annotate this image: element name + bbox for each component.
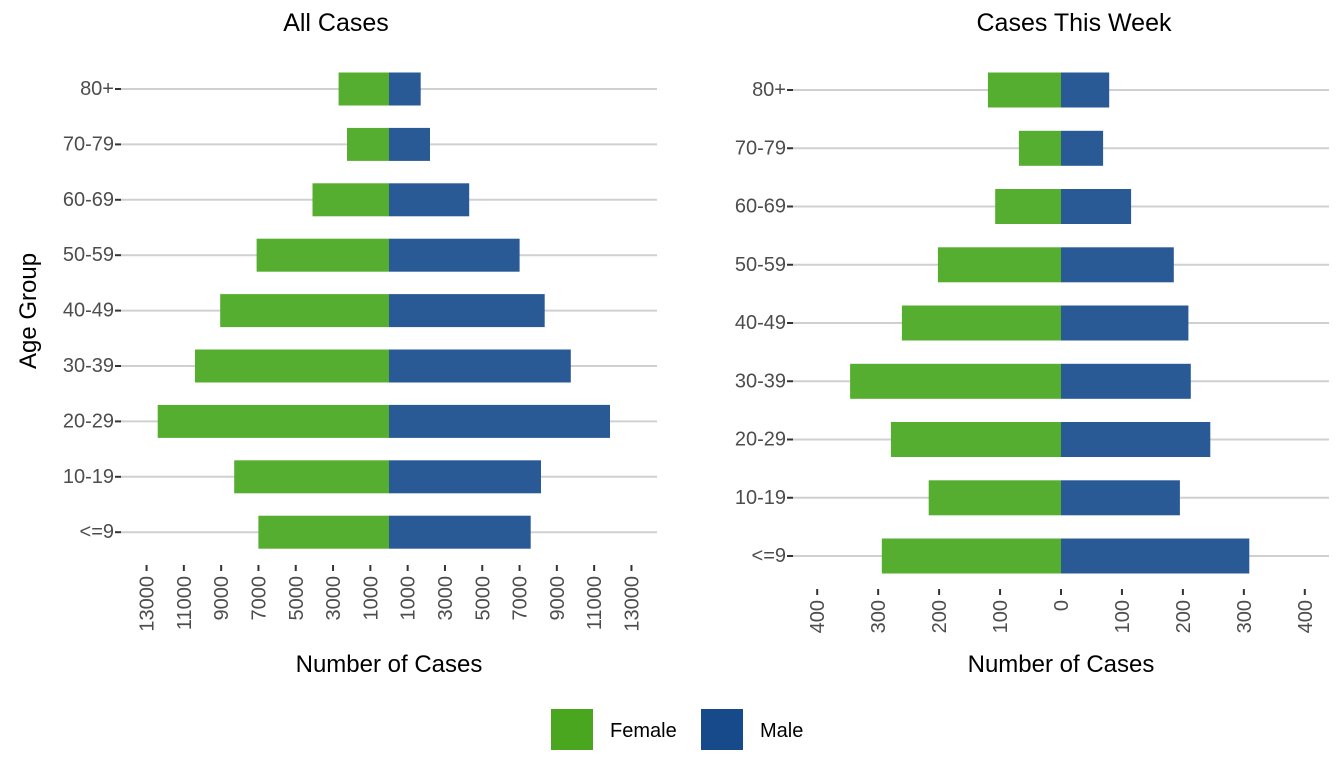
bar-male-1019 xyxy=(389,460,541,494)
x-axis: 400 300 200 100 0 100 200 300 400 xyxy=(807,589,1317,633)
y-tick-label: <=9 xyxy=(80,521,114,543)
x-axis: 13000 11000 9000 7000 5000 3000 1000 1000 3000 50… xyxy=(137,565,644,632)
bars xyxy=(157,72,610,549)
y-tick-label: 10-19 xyxy=(735,487,786,509)
bar-female-9 xyxy=(881,538,1061,574)
x-axis-title: Number of Cases xyxy=(968,651,1155,678)
x-tick-label: 9000 xyxy=(547,576,569,621)
bar-male-3039 xyxy=(1061,363,1191,399)
x-tick-label: 7000 xyxy=(248,576,270,621)
bar-male-5059 xyxy=(1061,247,1174,283)
x-axis-title: Number of Cases xyxy=(296,651,483,678)
bar-female-9 xyxy=(258,515,389,549)
bar-male-5059 xyxy=(389,238,520,272)
panel-all-cases: All Cases 80+ 70-79 60-69 50-59 40-49 30-39 20… xyxy=(15,9,657,678)
bar-male-2029 xyxy=(1061,422,1211,457)
y-tick-label: 50-59 xyxy=(63,244,114,266)
bar-male-9 xyxy=(1061,538,1250,574)
x-tick-label: 400 xyxy=(1295,600,1317,633)
x-tick-label: 300 xyxy=(868,600,890,633)
y-tick-label: 80+ xyxy=(752,79,786,101)
legend-key-male xyxy=(701,709,743,750)
bar-male-4049 xyxy=(389,294,545,328)
x-tick-label: 300 xyxy=(1234,600,1256,633)
y-tick-label: 60-69 xyxy=(735,196,786,218)
bar-male-3039 xyxy=(389,349,571,383)
x-tick-label: 200 xyxy=(929,600,951,633)
bar-female-1019 xyxy=(234,460,389,494)
y-tick-label: <=9 xyxy=(752,545,786,567)
y-axis: 80+ 70-79 60-69 50-59 40-49 30-39 20-29 10-19 <=… xyxy=(735,79,793,567)
y-tick-label: 40-49 xyxy=(63,300,114,322)
bar-female-5059 xyxy=(937,247,1061,283)
x-tick-label: 9000 xyxy=(211,576,233,621)
x-tick-label: 3000 xyxy=(323,576,345,621)
legend-key-female xyxy=(551,709,593,750)
x-tick-label: 0 xyxy=(1051,600,1073,611)
y-tick-label: 10-19 xyxy=(63,466,114,488)
bar-male-6069 xyxy=(1061,189,1132,224)
x-tick-label: 5000 xyxy=(286,576,308,621)
x-tick-label: 13000 xyxy=(622,576,644,632)
x-tick-label: 400 xyxy=(807,600,829,633)
bars xyxy=(850,72,1250,574)
y-tick-label: 50-59 xyxy=(735,254,786,276)
y-tick-label: 20-29 xyxy=(735,429,786,451)
y-tick-label: 60-69 xyxy=(63,189,114,211)
bar-male-7079 xyxy=(389,127,430,161)
x-tick-label: 100 xyxy=(990,600,1012,633)
x-tick-label: 13000 xyxy=(137,576,159,632)
y-axis: 80+ 70-79 60-69 50-59 40-49 30-39 20-29 10-19 <=… xyxy=(63,78,121,543)
legend: Female Male xyxy=(551,709,803,750)
x-tick-label: 1000 xyxy=(360,576,382,621)
x-tick-label: 11000 xyxy=(584,576,606,630)
x-tick-label: 200 xyxy=(1173,600,1195,633)
bar-female-4049 xyxy=(220,294,389,328)
bar-female-6069 xyxy=(312,183,389,217)
bar-male-7079 xyxy=(1061,130,1104,166)
bar-female-3039 xyxy=(850,363,1061,399)
x-tick-label: 7000 xyxy=(510,576,532,621)
y-tick-label: 30-39 xyxy=(63,355,114,377)
bar-male-4049 xyxy=(1061,305,1189,341)
bar-female-5059 xyxy=(256,238,389,272)
x-tick-label: 1000 xyxy=(398,576,420,621)
bar-male-9 xyxy=(389,515,531,549)
chart-title-all-cases: All Cases xyxy=(283,9,389,37)
legend-label-male: Male xyxy=(760,720,803,742)
y-tick-label: 70-79 xyxy=(63,133,114,155)
y-tick-label: 20-29 xyxy=(63,410,114,432)
bar-male-80 xyxy=(389,72,421,106)
bar-female-7079 xyxy=(1018,130,1061,166)
chart-title-cases-this-week: Cases This Week xyxy=(977,9,1172,37)
panel-cases-this-week: Cases This Week 80+ 70-79 60-69 50-59 40-49 3… xyxy=(735,9,1329,678)
bar-male-2029 xyxy=(389,404,610,438)
x-tick-label: 11000 xyxy=(174,576,196,630)
y-axis-title: Age Group xyxy=(15,253,42,369)
bar-female-7079 xyxy=(347,127,389,161)
bar-male-6069 xyxy=(389,183,470,217)
bar-male-1019 xyxy=(1061,480,1180,516)
bar-female-80 xyxy=(987,72,1061,108)
x-tick-label: 5000 xyxy=(472,576,494,621)
legend-label-female: Female xyxy=(610,720,677,742)
y-tick-label: 30-39 xyxy=(735,370,786,392)
bar-female-80 xyxy=(338,72,389,106)
x-tick-label: 3000 xyxy=(435,576,457,621)
x-tick-label: 100 xyxy=(1112,600,1134,633)
bar-female-2029 xyxy=(157,404,389,438)
bar-female-2029 xyxy=(890,422,1061,457)
bar-female-4049 xyxy=(901,305,1061,341)
y-tick-label: 80+ xyxy=(80,78,114,100)
y-tick-label: 70-79 xyxy=(735,137,786,159)
bar-female-1019 xyxy=(928,480,1061,516)
bar-female-6069 xyxy=(995,189,1061,224)
bar-female-3039 xyxy=(195,349,389,383)
y-tick-label: 40-49 xyxy=(735,312,786,334)
bar-male-80 xyxy=(1061,72,1110,108)
